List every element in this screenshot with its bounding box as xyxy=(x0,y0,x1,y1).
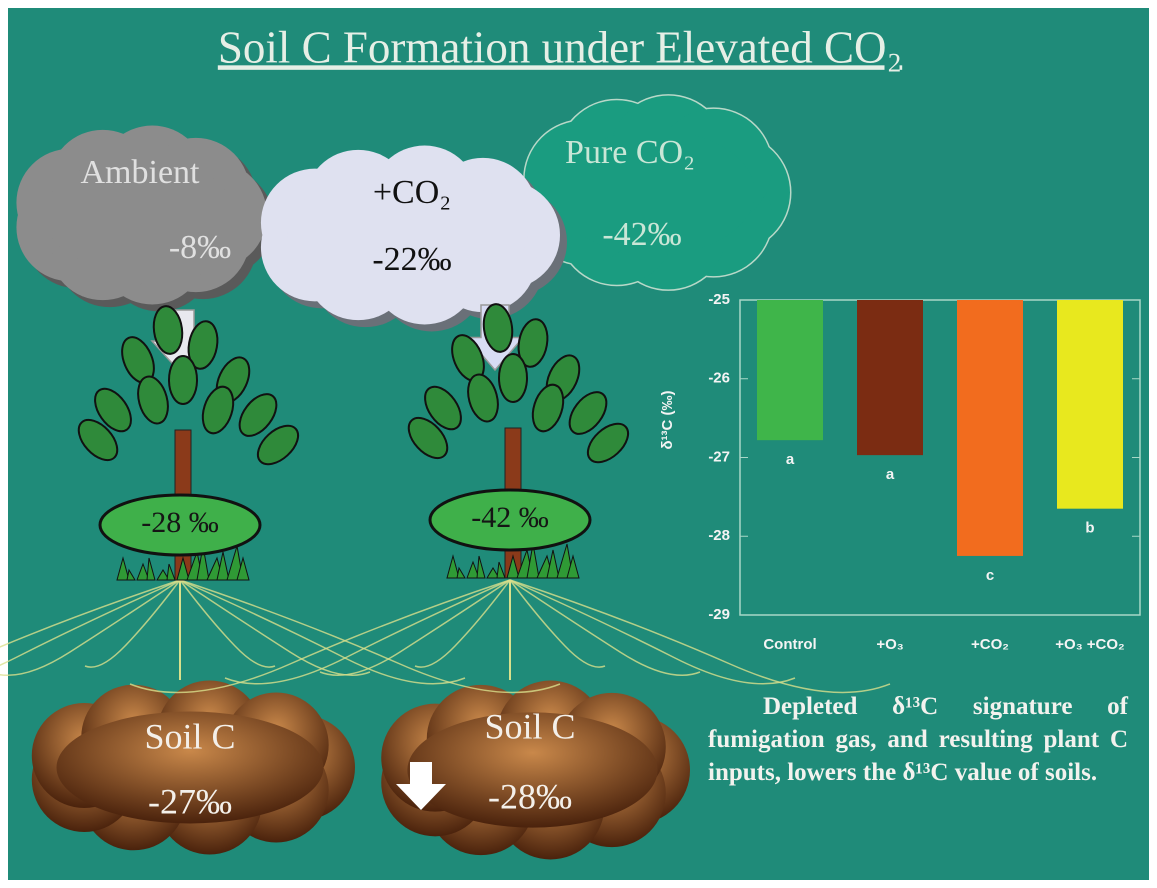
y-tick-label: -29 xyxy=(708,606,730,623)
cloud-label: Ambient xyxy=(81,154,201,191)
leaf xyxy=(499,354,527,402)
soil-label: Soil C xyxy=(144,716,235,756)
y-tick-label: -25 xyxy=(708,291,730,308)
significance-letter: a xyxy=(786,451,795,468)
y-tick-label: -26 xyxy=(708,370,730,387)
x-tick-label: +O₃ xyxy=(876,636,903,653)
y-tick-label: -28 xyxy=(708,527,730,544)
plant-value: -28 ‰ xyxy=(141,506,219,539)
y-tick-label: -27 xyxy=(708,448,730,465)
plant-value: -42 ‰ xyxy=(471,501,549,534)
soil-label: Soil C xyxy=(484,706,575,746)
slide: -28 ‰ -42 ‰ Ambient -8‰ +CO₂ -22‰ Pure CO₂ -42‰… xyxy=(0,0,1157,888)
cloud-label: Pure CO₂ xyxy=(565,134,695,171)
x-tick-label: +CO₂ xyxy=(971,636,1009,653)
cloud-value: -8‰ xyxy=(169,229,231,266)
significance-letter: b xyxy=(1085,520,1094,537)
soil-value: -27‰ xyxy=(148,781,232,821)
x-tick-label: Control xyxy=(763,636,816,653)
cloud-value: -22‰ xyxy=(372,241,451,278)
significance-letter: c xyxy=(986,567,994,584)
bar xyxy=(757,300,823,440)
bar xyxy=(1057,300,1123,509)
bar xyxy=(857,300,923,455)
cloud-shape xyxy=(32,681,355,855)
leaf xyxy=(169,356,197,404)
x-tick-label: +O₃ +CO₂ xyxy=(1055,636,1124,653)
cloud-label: +CO₂ xyxy=(373,174,451,211)
significance-letter: a xyxy=(886,466,895,483)
bar xyxy=(957,300,1023,556)
cloud-value: -42‰ xyxy=(602,216,681,253)
soil-value: -28‰ xyxy=(488,776,572,816)
cloud-shape xyxy=(525,96,790,290)
caption: Depleted δ¹³C signature of fumigation ga… xyxy=(708,690,1128,789)
y-axis-label: δ¹³C (‰) xyxy=(659,390,676,449)
title: Soil C Formation under Elevated CO₂ xyxy=(218,22,902,72)
